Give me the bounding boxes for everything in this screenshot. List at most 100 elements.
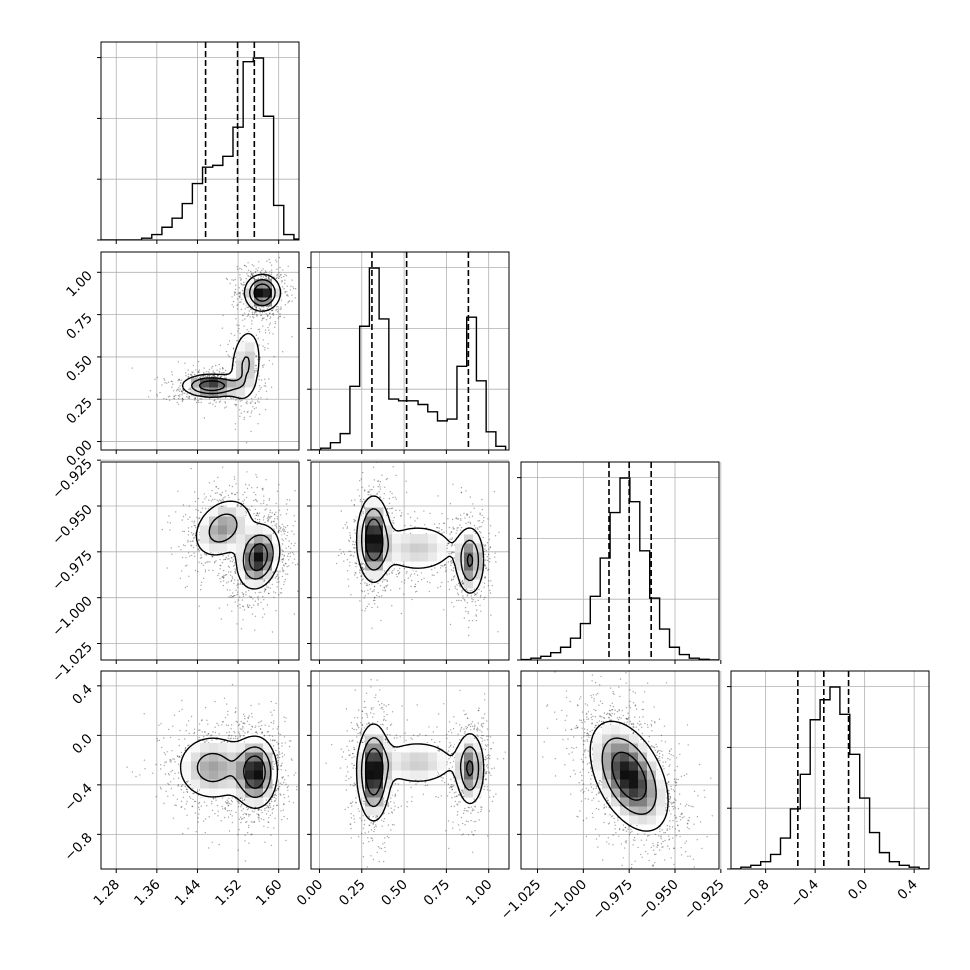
- sample-point: [221, 327, 224, 329]
- density-cell: [263, 543, 273, 553]
- sample-point: [253, 821, 255, 823]
- sample-point: [293, 774, 295, 776]
- sample-point: [271, 631, 274, 633]
- sample-point: [280, 276, 283, 279]
- axes-frame: [310, 251, 510, 451]
- sample-point: [264, 807, 266, 810]
- sample-point: [237, 583, 240, 585]
- sample-point: [253, 277, 255, 280]
- sample-point: [196, 516, 198, 519]
- sample-point: [236, 504, 239, 506]
- sample-point: [200, 375, 202, 377]
- histogram-bars: [731, 686, 929, 869]
- sample-point: [135, 775, 137, 778]
- sample-point: [256, 315, 258, 317]
- density-cell: [227, 516, 237, 526]
- sample-point: [188, 396, 191, 398]
- sample-point: [222, 555, 224, 557]
- sample-point: [240, 505, 242, 508]
- sample-point: [258, 379, 260, 381]
- sample-point: [244, 308, 246, 310]
- sample-point: [271, 309, 274, 312]
- sample-point: [276, 804, 278, 807]
- density-cell: [236, 552, 246, 562]
- sample-point: [171, 386, 173, 388]
- sample-point: [264, 509, 266, 511]
- sample-point: [284, 304, 286, 306]
- sample-point: [276, 527, 278, 529]
- sample-point: [293, 558, 296, 560]
- sample-point: [259, 357, 261, 359]
- sample-point: [225, 350, 228, 353]
- sample-point: [256, 512, 259, 514]
- sample-point: [262, 608, 264, 610]
- sample-point: [262, 345, 264, 347]
- sample-point: [182, 397, 184, 400]
- sample-point: [171, 371, 173, 373]
- sample-point: [284, 779, 286, 781]
- sample-point: [226, 741, 229, 744]
- sample-point: [250, 308, 252, 310]
- sample-point: [198, 813, 200, 815]
- sample-point: [160, 764, 162, 766]
- sample-point: [217, 487, 220, 490]
- density-cell: [236, 369, 246, 379]
- sample-point: [233, 478, 236, 480]
- sample-point: [267, 806, 269, 808]
- histogram-bin: [800, 774, 810, 869]
- sample-point: [243, 281, 245, 284]
- sample-point: [256, 500, 258, 503]
- sample-point: [178, 763, 180, 765]
- sample-point: [234, 356, 237, 359]
- sample-point: [161, 746, 163, 749]
- sample-point: [189, 540, 191, 543]
- sample-point: [226, 582, 228, 584]
- sample-point: [254, 402, 257, 404]
- sample-point: [179, 729, 181, 732]
- sample-point: [221, 498, 223, 500]
- sample-point: [202, 371, 205, 374]
- sample-point: [176, 390, 178, 392]
- sample-point: [249, 402, 251, 404]
- sample-point: [284, 290, 286, 293]
- sample-point: [235, 720, 237, 723]
- sample-point: [143, 759, 146, 761]
- sample-point: [214, 731, 217, 734]
- sample-point: [211, 809, 214, 812]
- sample-point: [197, 399, 199, 402]
- sample-point: [280, 273, 282, 276]
- sample-point: [238, 733, 241, 735]
- sample-point: [282, 351, 284, 353]
- sample-point: [131, 771, 134, 773]
- sample-point: [236, 268, 239, 270]
- sample-point: [287, 265, 289, 267]
- sample-point: [234, 403, 236, 406]
- sample-point: [156, 737, 158, 740]
- sample-point: [223, 497, 225, 499]
- sample-point: [170, 761, 172, 763]
- sample-point: [225, 277, 228, 280]
- sample-point: [272, 722, 275, 724]
- sample-point: [231, 577, 234, 580]
- sample-point: [264, 275, 266, 277]
- sample-point: [203, 493, 205, 495]
- sample-point: [281, 280, 283, 282]
- sample-point: [266, 271, 268, 273]
- sample-point: [244, 860, 247, 862]
- sample-point: [231, 684, 234, 686]
- sample-point: [278, 581, 280, 583]
- histogram-bin: [790, 809, 800, 869]
- sample-point: [195, 543, 198, 545]
- sample-point: [192, 546, 195, 549]
- sample-point: [211, 489, 213, 492]
- sample-point: [263, 613, 266, 615]
- sample-point: [180, 788, 183, 791]
- sample-point: [236, 593, 238, 596]
- sample-point: [271, 310, 273, 312]
- histogram-bin: [389, 399, 399, 450]
- sample-point: [271, 271, 273, 274]
- sample-point: [275, 523, 278, 525]
- sample-point: [257, 423, 259, 425]
- sample-point: [188, 505, 191, 507]
- sample-point: [197, 509, 199, 512]
